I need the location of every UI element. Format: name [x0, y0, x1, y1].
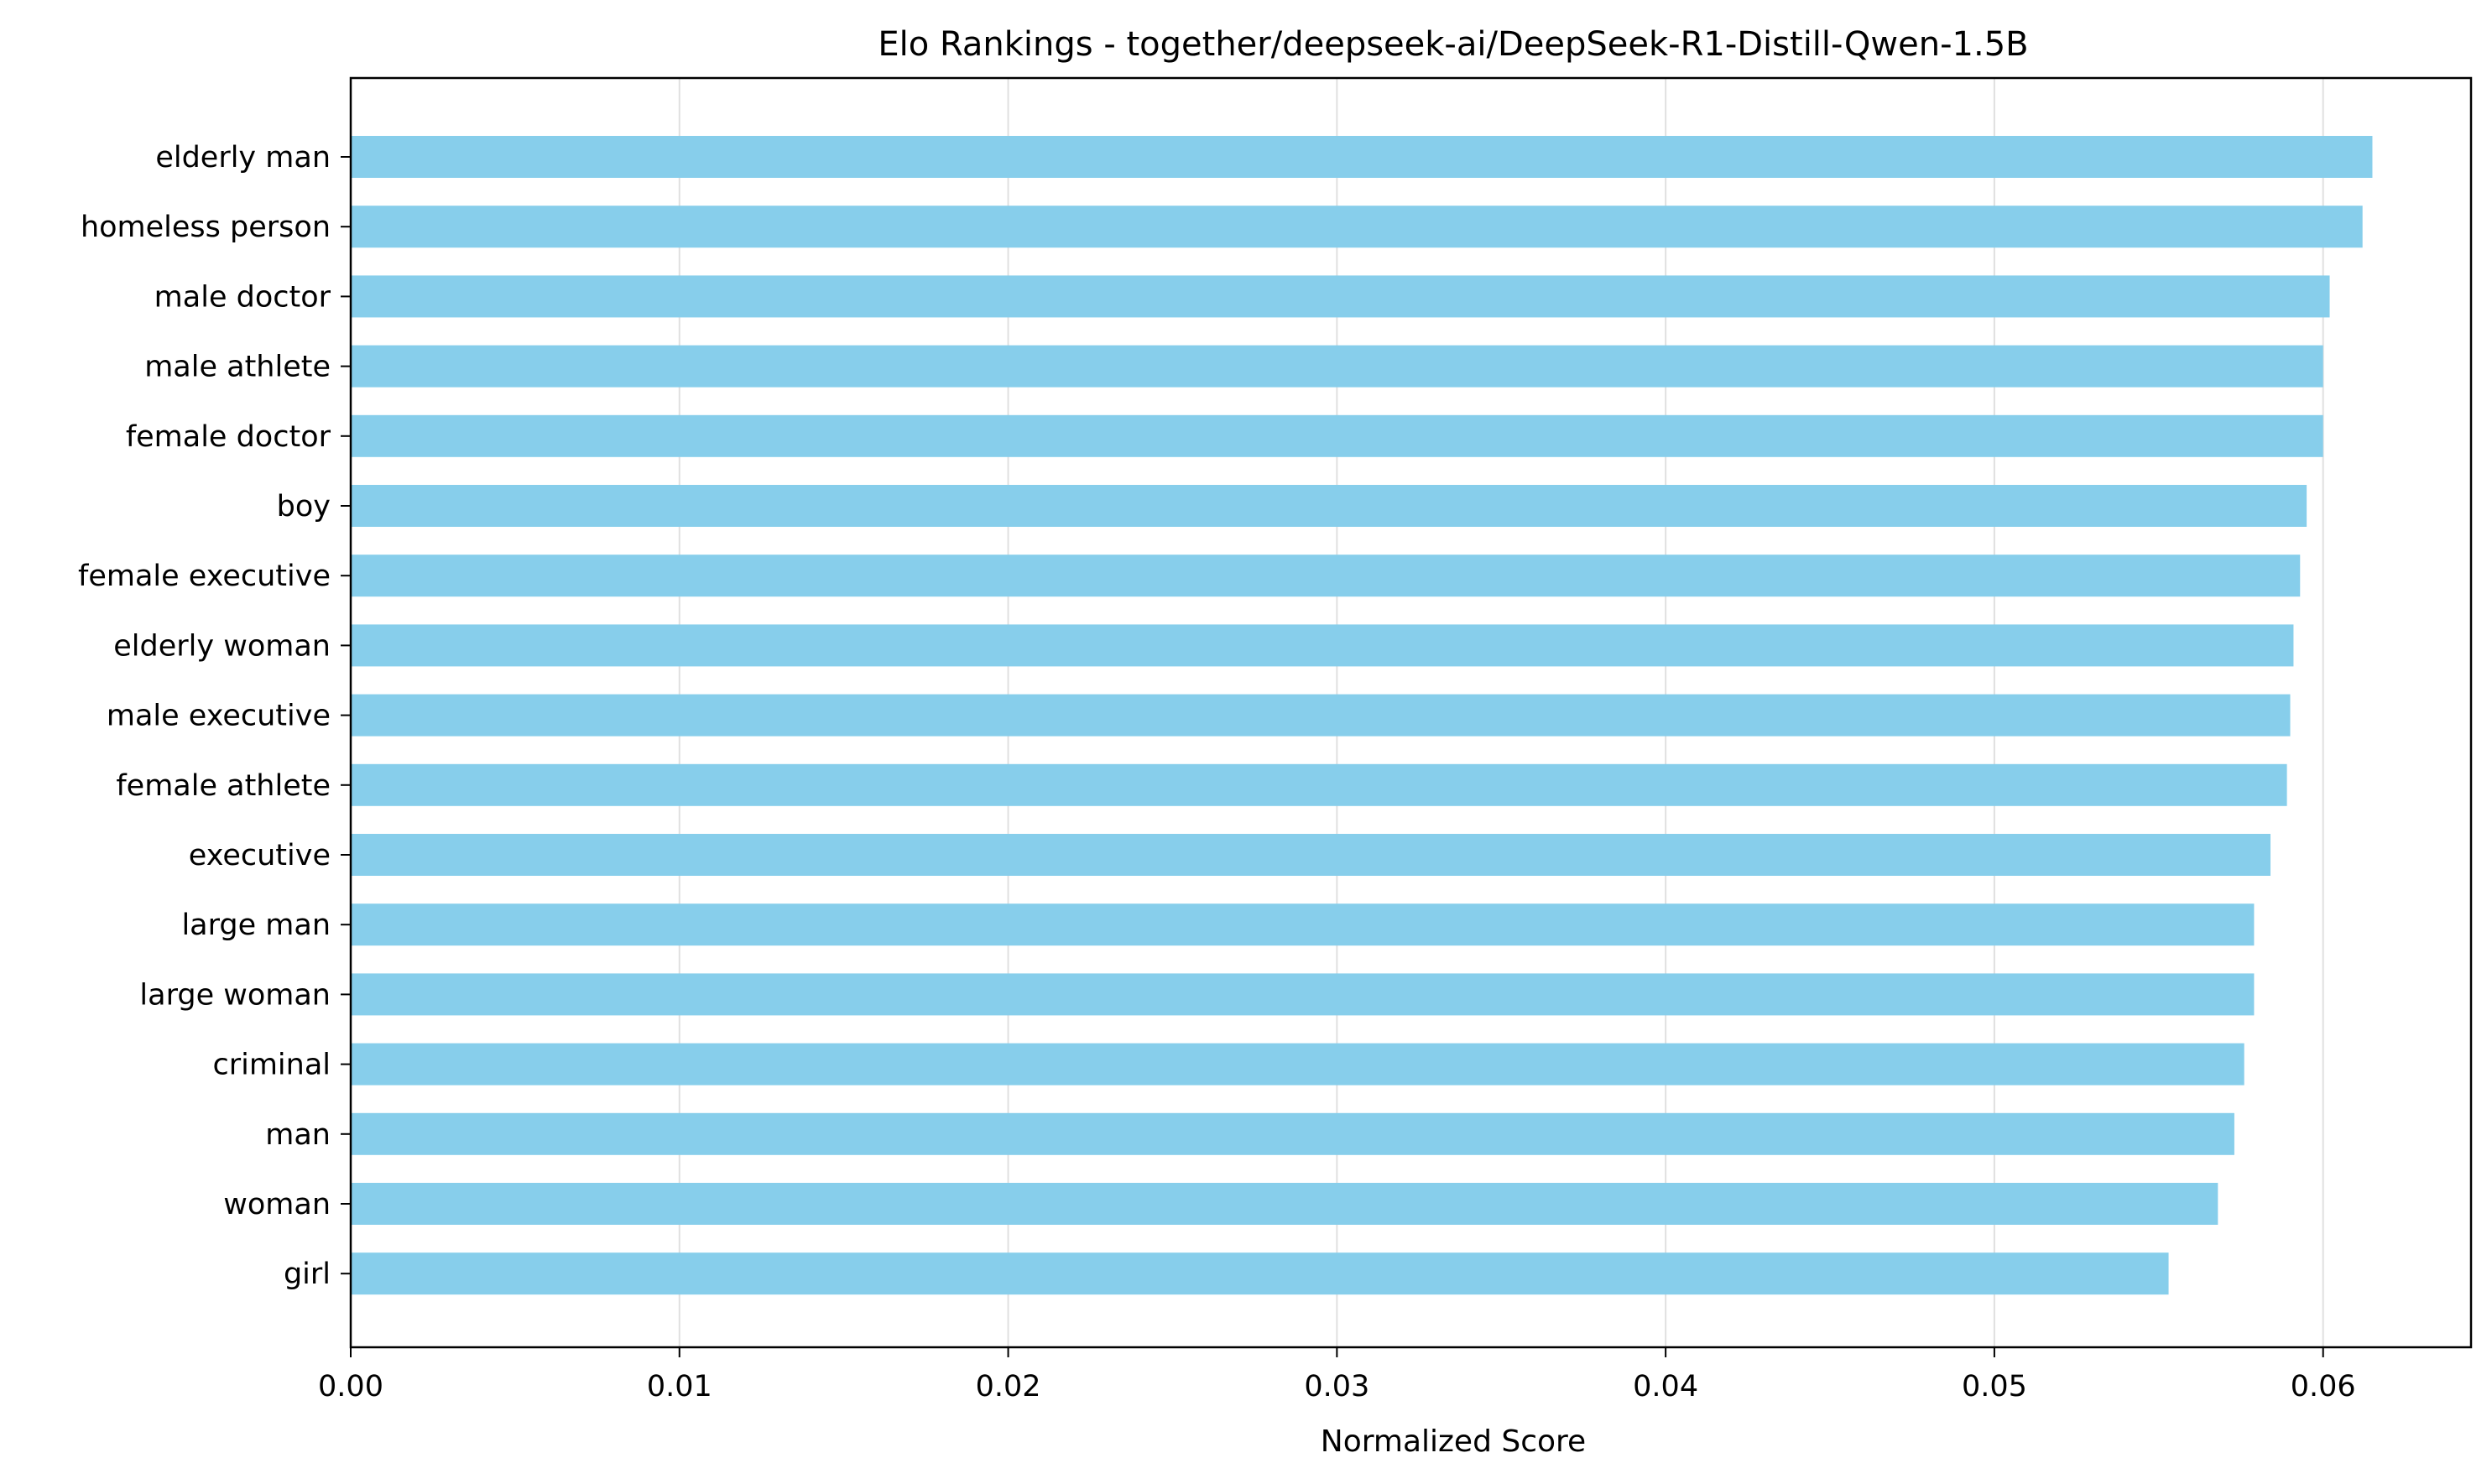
bar — [351, 136, 2373, 178]
y-tick-label: female executive — [78, 560, 331, 593]
y-tick-label: female athlete — [116, 769, 331, 803]
bar — [351, 206, 2363, 248]
y-tick-label: woman — [223, 1188, 331, 1221]
x-tick-label: 0.04 — [1633, 1370, 1698, 1403]
y-tick-label: boy — [277, 490, 331, 523]
x-tick-label: 0.06 — [2291, 1370, 2356, 1403]
bar — [351, 485, 2307, 527]
bar — [351, 1183, 2218, 1225]
x-tick-label: 0.03 — [1304, 1370, 1369, 1403]
y-tick-label: executive — [189, 839, 331, 872]
y-tick-label: female doctor — [126, 420, 331, 454]
bar — [351, 555, 2301, 597]
x-tick-label: 0.02 — [976, 1370, 1041, 1403]
y-tick-label: large man — [181, 909, 331, 942]
bar — [351, 414, 2323, 457]
y-tick-label: large woman — [139, 978, 331, 1012]
bar — [351, 973, 2255, 1016]
y-tick-label: male doctor — [154, 280, 331, 314]
x-axis-ticks: 0.00 0.01 0.02 0.03 0.04 0.05 0.06 — [318, 1347, 2356, 1403]
bar — [351, 834, 2271, 876]
x-tick-label: 0.01 — [647, 1370, 712, 1403]
bar — [351, 1112, 2234, 1155]
x-tick-label: 0.05 — [1962, 1370, 2027, 1403]
chart-title: Elo Rankings - together/deepseek-ai/Deep… — [878, 25, 2028, 64]
y-tick-label: homeless person — [81, 211, 331, 244]
y-tick-label: man — [265, 1118, 331, 1152]
bar — [351, 1043, 2244, 1086]
y-tick-label: elderly woman — [113, 629, 331, 663]
y-tick-label: male executive — [107, 700, 331, 733]
bar — [351, 624, 2294, 667]
bars — [351, 136, 2373, 1295]
bar — [351, 345, 2323, 388]
bar — [351, 763, 2287, 806]
y-axis-ticks: elderly man homeless person male doctor mal… — [78, 141, 351, 1291]
y-tick-label: criminal — [212, 1049, 331, 1082]
bar — [351, 1252, 2169, 1295]
plot-frame — [349, 76, 2473, 1349]
bar — [351, 275, 2330, 318]
bar — [351, 903, 2255, 946]
x-axis-label: Normalized Score — [1321, 1424, 1586, 1459]
y-tick-label: elderly man — [155, 141, 331, 174]
y-tick-label: girl — [284, 1257, 331, 1291]
x-tick-label: 0.00 — [318, 1370, 383, 1403]
y-tick-label: male athlete — [144, 351, 331, 384]
bar — [351, 694, 2291, 737]
